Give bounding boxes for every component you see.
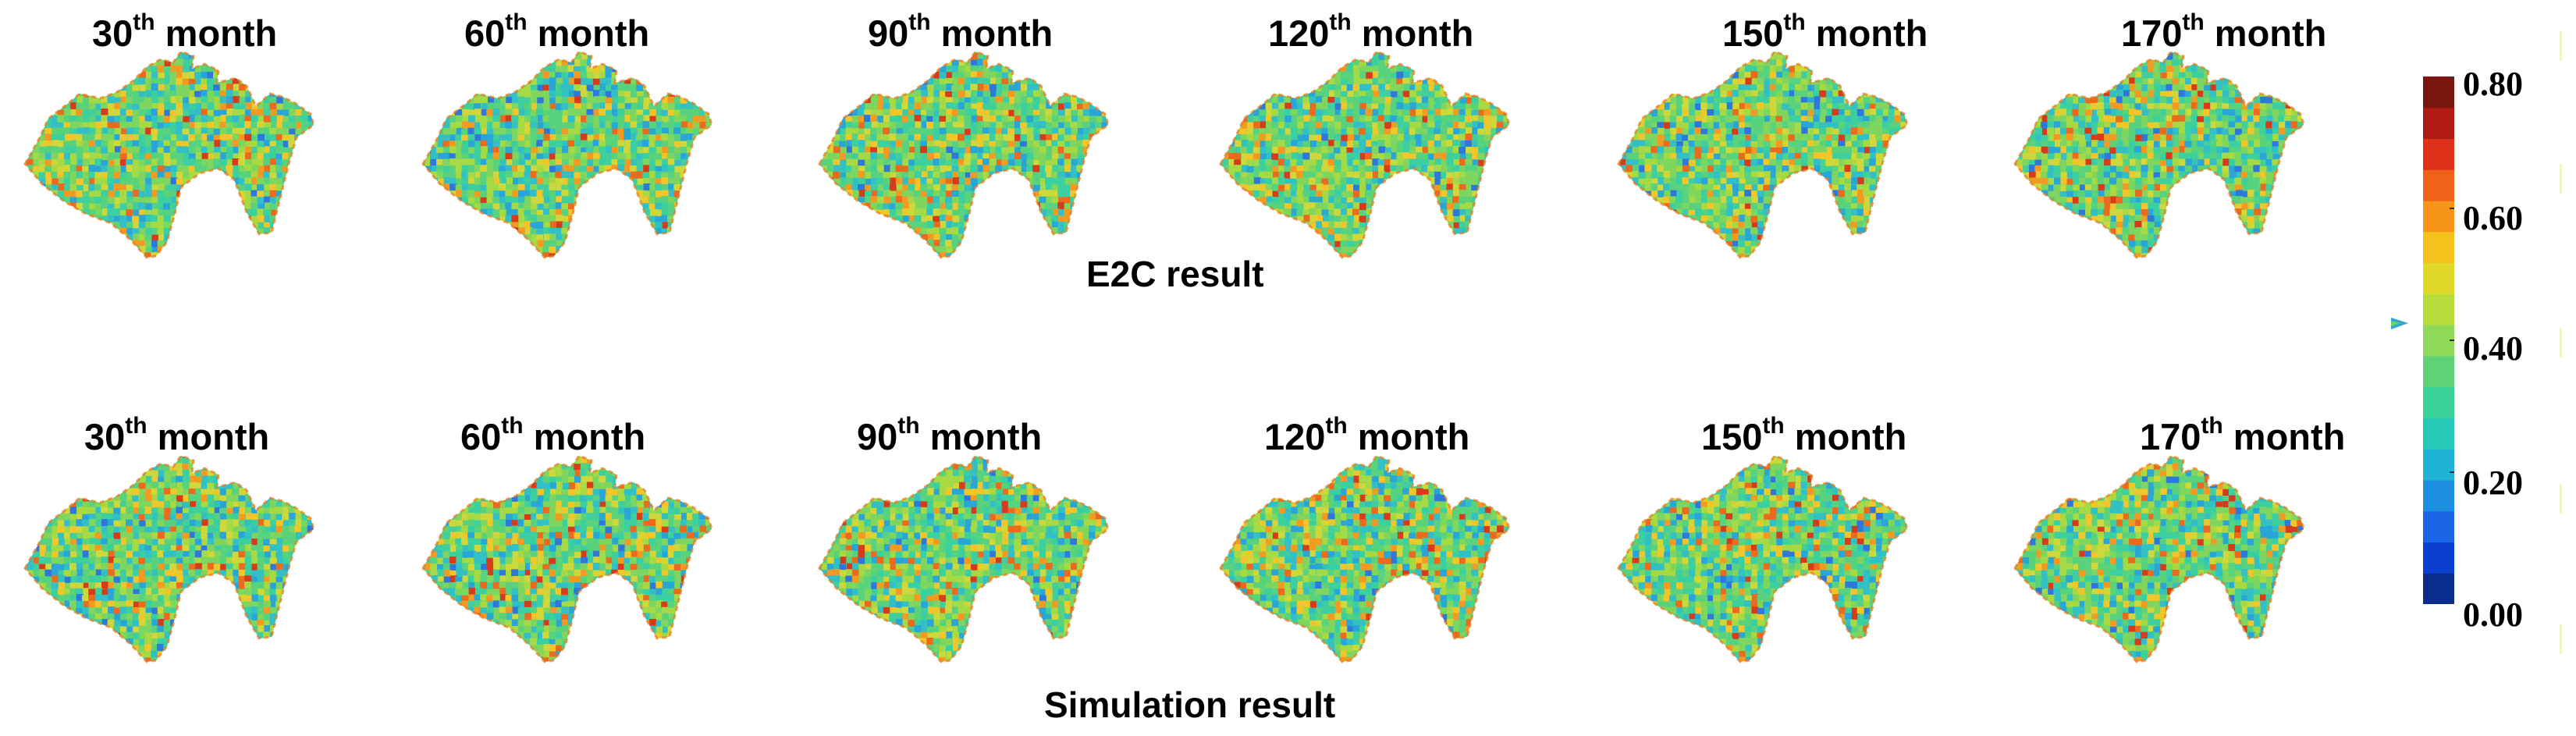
colorbar-segment bbox=[2423, 293, 2454, 325]
colorbar-segment bbox=[2423, 449, 2454, 481]
saturation-map bbox=[1617, 454, 1909, 663]
panel-title: 120th month bbox=[1264, 413, 1469, 458]
edge-tick bbox=[2560, 31, 2562, 61]
colorbar bbox=[2423, 76, 2454, 604]
panel-title: 30th month bbox=[84, 413, 269, 458]
edge-tick bbox=[2560, 164, 2562, 194]
saturation-map bbox=[1219, 454, 1511, 663]
saturation-map bbox=[23, 454, 315, 663]
colorbar-tick-label: 0.00 bbox=[2463, 595, 2523, 635]
colorbar-segment bbox=[2423, 479, 2454, 512]
panel-title: 150th month bbox=[1722, 9, 1928, 55]
colorbar-segment bbox=[2423, 169, 2454, 201]
colorbar-tick-label: 0.80 bbox=[2463, 64, 2523, 104]
panel-title: 150th month bbox=[1701, 413, 1906, 458]
panel-title: 120th month bbox=[1268, 9, 1473, 55]
row-caption-e2c: E2C result bbox=[1086, 253, 1264, 295]
colorbar-segment bbox=[2423, 138, 2454, 170]
saturation-map bbox=[2013, 50, 2305, 259]
saturation-map bbox=[1617, 50, 1909, 259]
stray-marker bbox=[2391, 318, 2408, 329]
edge-tick bbox=[2560, 624, 2562, 654]
panel-title: 60th month bbox=[464, 9, 649, 55]
colorbar-segment bbox=[2423, 418, 2454, 450]
colorbar-segment bbox=[2423, 107, 2454, 140]
colorbar-segment bbox=[2423, 262, 2454, 294]
panel-title: 30th month bbox=[92, 9, 277, 55]
panel-title: 90th month bbox=[868, 9, 1053, 55]
colorbar-segment bbox=[2423, 76, 2454, 108]
panel-title: 90th month bbox=[857, 413, 1042, 458]
colorbar-segment bbox=[2423, 355, 2454, 388]
saturation-map bbox=[2013, 454, 2305, 663]
saturation-map bbox=[23, 50, 315, 259]
saturation-map bbox=[421, 454, 713, 663]
saturation-map bbox=[818, 454, 1110, 663]
saturation-map bbox=[818, 50, 1110, 259]
colorbar-segment bbox=[2423, 510, 2454, 543]
colorbar-segment bbox=[2423, 573, 2454, 604]
saturation-map bbox=[1219, 50, 1511, 259]
panel-title: 170th month bbox=[2140, 413, 2345, 458]
edge-tick bbox=[2560, 484, 2562, 514]
colorbar-segment bbox=[2423, 386, 2454, 419]
colorbar-segment bbox=[2423, 542, 2454, 574]
colorbar-segment bbox=[2423, 231, 2454, 264]
colorbar-segment bbox=[2423, 201, 2454, 233]
row-caption-simulation: Simulation result bbox=[1044, 684, 1335, 726]
panel-title: 60th month bbox=[460, 413, 645, 458]
colorbar-segment bbox=[2423, 325, 2454, 357]
colorbar-tick-label: 0.20 bbox=[2463, 463, 2523, 503]
panel-title: 170th month bbox=[2121, 9, 2326, 55]
saturation-map bbox=[421, 50, 713, 259]
colorbar-tick-label: 0.40 bbox=[2463, 329, 2523, 368]
colorbar-tick-label: 0.60 bbox=[2463, 198, 2523, 238]
edge-tick bbox=[2560, 328, 2562, 357]
